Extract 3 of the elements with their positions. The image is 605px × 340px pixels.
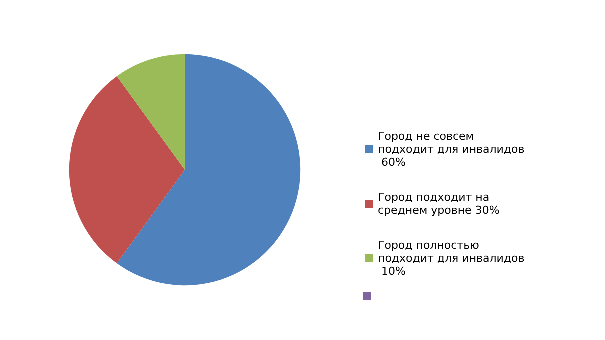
legend-label: Город полностью подходит для инвалидов 10% — [378, 239, 525, 278]
legend-label: Город не совсем подходит для инвалидов 60% — [378, 130, 525, 169]
legend-label: Город подходит на среднем уровне 30% — [378, 191, 500, 217]
